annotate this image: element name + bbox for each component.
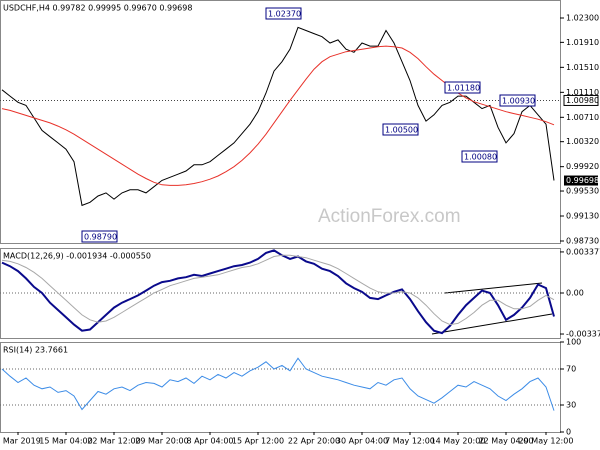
- x-tick-label: 30 Apr 04:00: [336, 437, 388, 446]
- y-tick-label: -0.003373: [566, 330, 600, 339]
- price-label: 1.00980: [566, 96, 599, 105]
- series-line: [1, 26, 555, 207]
- series-line: [1, 254, 555, 326]
- annotation-box: [382, 123, 419, 136]
- y-tick-label: 0.99530: [566, 187, 599, 196]
- y-tick-label: 1.02300: [566, 13, 599, 22]
- x-tick-label: 15 Apr 12:00: [232, 437, 284, 446]
- macd-upper-trendline: [444, 282, 543, 294]
- panel-title: MACD(12,26,9) -0.001934 -0.000550: [3, 252, 151, 261]
- x-tick-label: 8 Apr 04:00: [186, 437, 233, 446]
- y-tick-label: 100: [566, 338, 581, 347]
- y-tick-label: 1.01110: [566, 88, 599, 97]
- y-tick-label: 1.01910: [566, 38, 599, 47]
- y-tick-label: 30: [566, 401, 576, 410]
- annotation: 1.01180: [447, 84, 480, 93]
- x-tick-label: 22 Mar 12:00: [87, 437, 140, 446]
- price-box: [563, 94, 599, 106]
- x-tick-label: 7 Mar 2019: [0, 437, 41, 446]
- panel-frame: [0, 342, 561, 433]
- panel-title: USDCHF,H4 0.99782 0.99995 0.99670 0.9969…: [3, 4, 192, 13]
- y-tick-label: 0.99130: [566, 212, 599, 221]
- price-label: 0.99698: [566, 176, 599, 185]
- annotation: 0.98790: [84, 233, 117, 242]
- y-tick-label: 1.01510: [566, 63, 599, 72]
- annotation: 1.00930: [502, 97, 535, 106]
- x-tick-label: 7 May 12:00: [385, 437, 435, 446]
- y-tick-label: 0.99920: [566, 162, 599, 171]
- panel-frame: [0, 0, 561, 244]
- y-tick-label: 0: [566, 428, 571, 437]
- watermark: ActionForex.com: [318, 206, 461, 227]
- x-tick-label: 29 May 12:00: [519, 437, 574, 446]
- annotation-box: [499, 94, 536, 107]
- x-tick-label: 22 May 04:00: [479, 437, 534, 446]
- annotation: 1.00500: [385, 126, 418, 135]
- y-tick-label: 0.98730: [566, 237, 599, 246]
- annotation-box: [461, 150, 498, 163]
- x-tick-label: 15 Mar 04:00: [39, 437, 92, 446]
- series-line: [1, 249, 555, 335]
- y-tick-label: 0.003377: [566, 247, 600, 256]
- y-tick-label: 1.00710: [566, 113, 599, 122]
- x-tick-label: 14 May 20:00: [431, 437, 486, 446]
- annotation-box: [81, 230, 118, 243]
- series-line: [1, 45, 555, 186]
- series-line: [1, 357, 555, 411]
- x-tick-label: 29 Mar 20:00: [135, 437, 188, 446]
- macd-lower-trendline: [431, 313, 553, 335]
- annotation-box: [265, 7, 302, 20]
- annotation-box: [444, 81, 481, 94]
- y-tick-label: 1.00320: [566, 137, 599, 146]
- x-tick-label: 22 Apr 20:00: [288, 437, 340, 446]
- annotation: 1.02370: [268, 10, 301, 19]
- price-box: [564, 175, 598, 186]
- y-tick-label: 70: [566, 365, 576, 374]
- y-tick-label: 0.00: [566, 289, 584, 298]
- panel-title: RSI(14) 23.7661: [3, 346, 68, 355]
- annotation: 1.00080: [464, 153, 497, 162]
